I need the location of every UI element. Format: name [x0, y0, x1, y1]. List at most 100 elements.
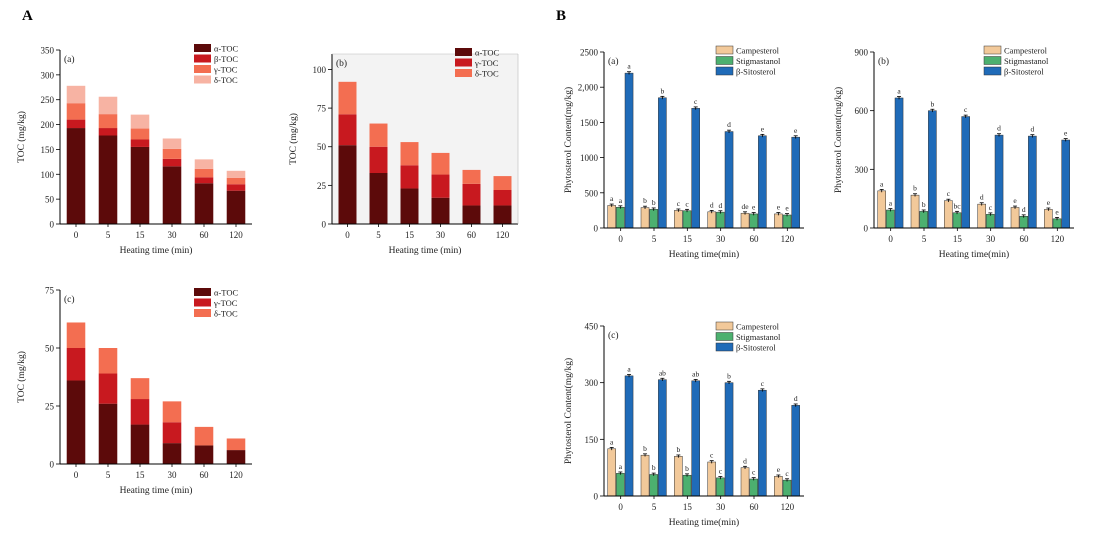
legend-swatch — [715, 332, 734, 341]
subplot-label: (b) — [336, 58, 347, 69]
bar-0-4 — [740, 212, 750, 229]
y-tick-label: 1000 — [580, 153, 599, 163]
legend-swatch — [715, 342, 734, 352]
bar-segment-2-4 — [194, 168, 214, 178]
x-axis-title: Heating time(min) — [669, 517, 739, 528]
bar-0-5 — [774, 476, 783, 497]
legend-swatch — [715, 321, 734, 331]
bar-segment-2-1 — [98, 114, 118, 129]
bar-2-5 — [791, 136, 800, 229]
y-tick-label: 0 — [864, 224, 869, 234]
bar-segment-0-4 — [194, 445, 214, 464]
x-tick-label: 0 — [888, 234, 893, 244]
legend-label: β-Sitosterol — [736, 343, 776, 353]
bar-segment-3-2 — [130, 114, 150, 129]
x-tick-label: 0 — [74, 230, 79, 240]
significance-letter: b — [913, 184, 917, 193]
x-tick-label: 30 — [168, 470, 178, 480]
legend-label: α-TOC — [475, 48, 499, 58]
bar-1-0 — [886, 209, 895, 229]
significance-letter: e — [1047, 198, 1051, 207]
bar-segment-1-0 — [66, 348, 86, 381]
legend-label: Stigmastanol — [736, 56, 781, 66]
significance-letter: c — [694, 97, 698, 106]
legend-swatch — [455, 48, 472, 56]
significance-letter: c — [677, 199, 681, 208]
legend-label: δ-TOC — [475, 69, 499, 79]
subplot-label: (c) — [608, 330, 619, 341]
x-tick-label: 120 — [229, 470, 243, 480]
bar-1-4 — [749, 478, 758, 497]
bar-0-0 — [607, 205, 616, 229]
bar-segment-0-4 — [194, 183, 214, 224]
bar-segment-1-3 — [431, 174, 450, 198]
bar-0-1 — [640, 207, 650, 229]
subplot-label: (a) — [64, 54, 75, 65]
bar-2-0 — [894, 97, 904, 229]
significance-letter: a — [610, 194, 614, 203]
y-tick-label: 0 — [50, 220, 55, 230]
legend-swatch — [715, 45, 734, 55]
bar-2-5 — [1061, 139, 1070, 229]
bar-segment-2-0 — [338, 81, 357, 115]
x-tick-label: 120 — [781, 502, 795, 512]
y-axis-title: TOC (mg/kg) — [288, 113, 299, 165]
significance-letter: b — [676, 445, 680, 454]
bar-segment-0-2 — [400, 188, 419, 224]
x-tick-label: 5 — [106, 470, 111, 480]
significance-letter: d — [794, 394, 798, 403]
x-tick-label: 120 — [1051, 234, 1065, 244]
bar-1-4 — [749, 213, 758, 229]
y-tick-label: 500 — [585, 188, 599, 198]
significance-letter: e — [794, 126, 798, 135]
x-tick-label: 0 — [74, 470, 79, 480]
x-tick-label: 30 — [716, 234, 726, 244]
significance-letter: d — [980, 193, 984, 202]
bar-segment-2-5 — [226, 177, 246, 185]
bar-2-3 — [724, 131, 734, 229]
bar-segment-3-0 — [66, 85, 86, 104]
x-tick-label: 5 — [922, 234, 927, 244]
significance-letter: e — [752, 203, 756, 212]
bar-segment-0-0 — [66, 380, 86, 464]
bar-segment-0-5 — [226, 190, 246, 224]
significance-letter: d — [718, 201, 722, 210]
bar-segment-1-3 — [162, 158, 182, 167]
legend-swatch — [455, 69, 472, 77]
bar-segment-0-4 — [462, 205, 481, 224]
bar-segment-1-1 — [369, 146, 388, 173]
significance-letter: c — [752, 468, 756, 477]
y-tick-label: 2,000 — [578, 83, 599, 93]
significance-letter: c — [761, 379, 765, 388]
legend-label: δ-TOC — [214, 309, 238, 319]
significance-letter: d — [727, 120, 731, 129]
y-tick-label: 2500 — [580, 48, 599, 58]
x-tick-label: 15 — [405, 230, 415, 240]
bar-1-3 — [716, 211, 725, 229]
legend-label: γ-TOC — [474, 58, 499, 68]
significance-letter: c — [785, 469, 789, 478]
y-axis-title: TOC (mg/kg) — [16, 111, 27, 163]
bar-segment-1-1 — [98, 128, 118, 136]
significance-letter: e — [1064, 129, 1068, 138]
significance-letter: c — [989, 203, 993, 212]
y-tick-label: 300 — [855, 165, 869, 175]
bar-0-4 — [740, 467, 750, 497]
bar-segment-1-1 — [98, 373, 118, 404]
significance-letter: e — [777, 465, 781, 474]
toc-chart-c: 0 25 50 75 0 5 15 30 60 120 Heating time (min) TOC … — [16, 286, 252, 496]
bar-segment-2-0 — [66, 322, 86, 348]
bar-segment-2-5 — [226, 438, 246, 451]
legend-swatch — [983, 45, 1002, 55]
bar-0-2 — [944, 200, 953, 229]
bar-segment-1-2 — [130, 139, 150, 147]
bar-segment-0-3 — [162, 443, 182, 464]
bar-0-5 — [774, 213, 783, 229]
x-tick-label: 30 — [986, 234, 996, 244]
x-tick-label: 120 — [781, 234, 795, 244]
bar-0-5 — [1044, 209, 1053, 229]
bar-2-5 — [791, 405, 800, 497]
bar-segment-0-3 — [162, 166, 182, 224]
